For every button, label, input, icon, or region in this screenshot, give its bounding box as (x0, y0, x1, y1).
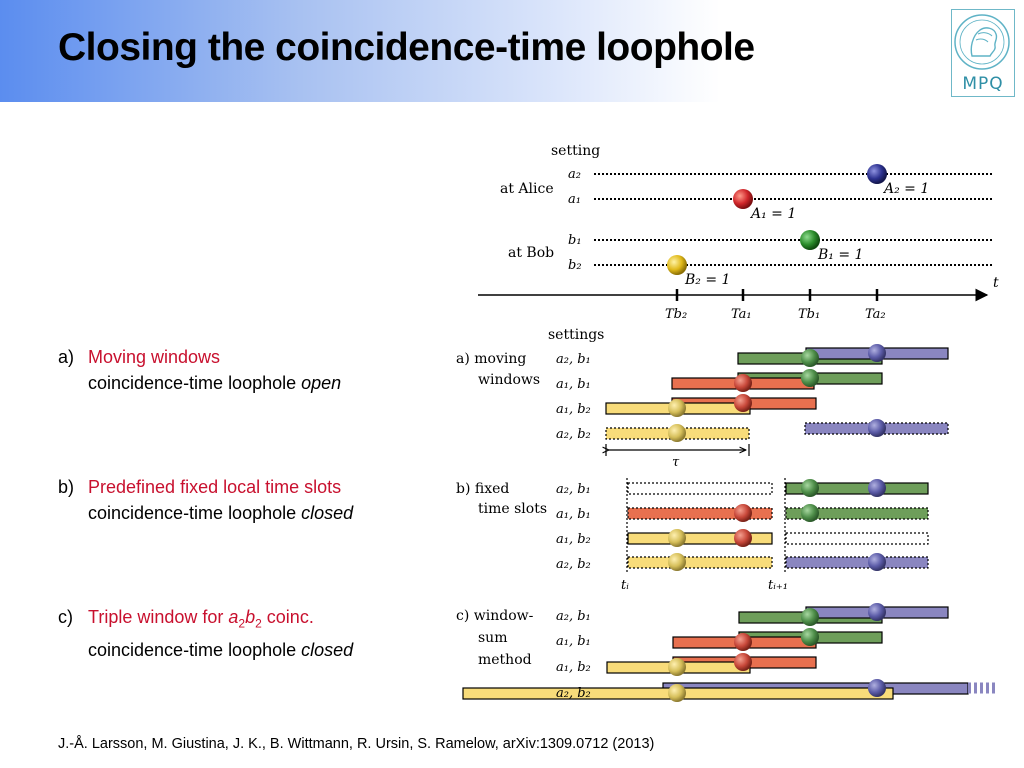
settings-header: settings (548, 327, 604, 343)
tick-tb2: Tb₂ (665, 307, 687, 322)
panel-b-row2: a₁, b₁ (556, 507, 591, 522)
row-label-b2: b₂ (568, 258, 582, 273)
item-b-heading: Predefined fixed local time slots (88, 477, 342, 497)
panel-a-bars (605, 347, 949, 440)
panel-b-row4: a₂, b₂ (556, 557, 591, 572)
panel-b-label2: time slots (478, 501, 547, 517)
time-axis-label: t (993, 275, 999, 291)
panel-c-bars (462, 606, 996, 700)
item-c: c) Triple window for a2b2 coinc. coincide… (58, 604, 353, 663)
item-c-heading: Triple window for a2b2 coinc. (88, 607, 314, 631)
item-a: a) Moving windows coincidence-time loopho… (58, 344, 341, 396)
panel-c-row3: a₁, b₂ (556, 660, 591, 675)
setting-lines (594, 173, 993, 266)
panel-a-label1: a) moving (456, 351, 526, 367)
event-b1-ball (800, 230, 820, 250)
item-c-line2: coincidence-time loophole (88, 639, 302, 660)
event-a1-ball (733, 189, 753, 209)
item-c-line2-em: closed (301, 639, 354, 660)
logo-text: MPQ (962, 74, 1004, 94)
panel-a-balls (668, 344, 886, 442)
bob-label: at Bob (508, 245, 554, 261)
mpq-logo: MPQ (951, 9, 1015, 97)
panel-a-label2: windows (478, 372, 540, 388)
tau-label: τ (672, 455, 680, 470)
item-b-letter: b) (58, 477, 75, 497)
axis-ticks (675, 289, 879, 301)
event-a2-ball (867, 164, 887, 184)
citation: J.-Å. Larsson, M. Giustina, J. K., B. Wi… (58, 736, 655, 752)
panel-c-row2: a₁, b₁ (556, 634, 591, 649)
panel-a-row2: a₁, b₁ (556, 377, 591, 392)
minerva-head-icon (954, 14, 1010, 70)
panel-a-row1: a₂, b₁ (556, 352, 591, 367)
item-b-line2: coincidence-time loophole (88, 503, 302, 523)
alice-label: at Alice (500, 181, 554, 197)
event-a1-label: A₁ = 1 (749, 206, 796, 222)
label-t-i1: tᵢ₊₁ (768, 578, 788, 593)
panel-b-bars (627, 482, 929, 569)
item-a-line2: coincidence-time loophole (88, 373, 302, 393)
event-b1-label: B₁ = 1 (817, 247, 863, 263)
item-a-line2-em: open (301, 373, 342, 393)
item-b: b) Predefined fixed local time slots coin… (58, 474, 353, 526)
panel-c-row1: a₂, b₁ (556, 609, 591, 624)
panel-b-row1: a₂, b₁ (556, 482, 591, 497)
event-b2-label: B₂ = 1 (684, 272, 730, 288)
panel-b-balls (668, 479, 886, 571)
panel-c-label1: c) window- (456, 608, 534, 624)
item-c-letter: c) (58, 607, 73, 627)
row-label-b1: b₁ (568, 233, 582, 248)
row-label-a2: a₂ (568, 167, 581, 182)
top-setting-header: setting (551, 143, 600, 159)
panel-c-label3: method (478, 652, 532, 668)
label-t-i: tᵢ (621, 578, 629, 593)
panel-b-label1: b) fixed (456, 481, 509, 497)
tick-tb1: Tb₁ (798, 307, 820, 322)
slot-boundaries (626, 478, 786, 574)
item-b-line2-em: closed (301, 503, 354, 523)
panel-a-row3: a₁, b₂ (556, 402, 591, 417)
slide-title: Closing the coincidence-time loophole (58, 26, 755, 69)
tick-ta2: Ta₂ (865, 307, 886, 322)
event-a2-label: A₂ = 1 (882, 181, 929, 197)
item-a-heading: Moving windows (88, 347, 221, 367)
panel-a-row4: a₂, b₂ (556, 427, 591, 442)
panel-c-row4: a₂, b₂ (556, 686, 591, 701)
tick-ta1: Ta₁ (731, 307, 752, 322)
panel-c-balls (668, 603, 886, 702)
item-a-letter: a) (58, 347, 75, 367)
tau-bracket (606, 444, 750, 456)
header-band (0, 0, 1024, 102)
row-label-a1: a₁ (568, 192, 581, 207)
panel-b-row3: a₁, b₂ (556, 532, 591, 547)
event-b2-ball (667, 255, 687, 275)
panel-c-label2: sum (478, 630, 507, 646)
